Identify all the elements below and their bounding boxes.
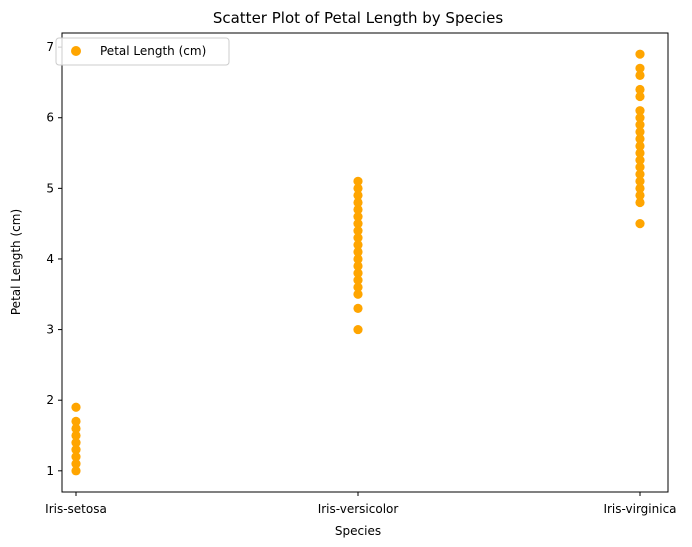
data-points bbox=[71, 49, 645, 476]
y-tick-label: 5 bbox=[46, 181, 54, 195]
data-point bbox=[353, 190, 363, 201]
data-point bbox=[635, 84, 645, 95]
data-point bbox=[71, 416, 81, 426]
data-point bbox=[71, 423, 81, 434]
y-tick-label: 6 bbox=[46, 111, 54, 125]
data-point bbox=[353, 247, 363, 257]
y-tick-label: 1 bbox=[46, 464, 54, 478]
data-point bbox=[635, 113, 645, 123]
data-point bbox=[635, 169, 645, 179]
data-point bbox=[635, 162, 645, 172]
data-point bbox=[635, 155, 645, 165]
data-point bbox=[353, 261, 363, 271]
y-tick-label: 4 bbox=[46, 252, 54, 266]
chart-title: Scatter Plot of Petal Length by Species bbox=[213, 9, 503, 27]
data-point bbox=[71, 466, 81, 476]
data-point bbox=[635, 219, 645, 229]
y-axis-label: Petal Length (cm) bbox=[9, 209, 23, 315]
data-point bbox=[71, 437, 81, 448]
data-point bbox=[353, 233, 363, 243]
data-point bbox=[635, 197, 645, 208]
data-point bbox=[71, 430, 81, 441]
data-point bbox=[635, 63, 645, 73]
legend-box bbox=[55, 37, 230, 66]
data-point bbox=[353, 303, 363, 313]
data-point bbox=[353, 197, 363, 208]
data-point bbox=[353, 219, 363, 229]
x-axis: Iris-setosa Iris-versicolor Iris-virginica bbox=[45, 492, 677, 516]
data-point bbox=[353, 282, 363, 292]
data-point bbox=[635, 190, 645, 201]
legend-marker bbox=[71, 46, 81, 56]
data-point bbox=[71, 402, 81, 412]
legend: Petal Length (cm) bbox=[55, 37, 230, 66]
data-point bbox=[71, 445, 81, 455]
data-point bbox=[353, 254, 363, 264]
data-point bbox=[353, 268, 363, 278]
data-point bbox=[353, 212, 363, 222]
data-point bbox=[635, 176, 645, 186]
x-tick-label: Iris-versicolor bbox=[318, 502, 399, 516]
data-point bbox=[635, 49, 645, 59]
data-point bbox=[353, 275, 363, 285]
legend-label: Petal Length (cm) bbox=[100, 44, 206, 58]
y-axis: 1 2 3 4 5 6 7 bbox=[46, 40, 62, 478]
x-tick-label: Iris-virginica bbox=[603, 502, 676, 516]
y-tick-label: 3 bbox=[46, 323, 54, 337]
x-axis-label: Species bbox=[335, 524, 381, 538]
y-tick-label: 7 bbox=[46, 40, 54, 54]
data-point bbox=[353, 289, 363, 299]
data-point bbox=[353, 176, 363, 186]
data-point bbox=[635, 106, 645, 116]
x-tick-label: Iris-setosa bbox=[45, 502, 107, 516]
data-point bbox=[71, 452, 81, 462]
data-point bbox=[353, 324, 363, 335]
data-point bbox=[635, 120, 645, 130]
data-point bbox=[353, 183, 363, 193]
data-point bbox=[635, 70, 645, 80]
plot-area bbox=[62, 33, 668, 492]
data-point bbox=[353, 204, 363, 215]
data-point bbox=[635, 91, 645, 102]
data-point bbox=[71, 459, 81, 469]
data-point bbox=[635, 148, 645, 158]
plot-frame bbox=[61, 32, 669, 493]
data-point bbox=[635, 134, 645, 144]
data-point bbox=[635, 141, 645, 151]
data-point bbox=[353, 226, 363, 236]
data-point bbox=[635, 183, 645, 193]
y-tick-label: 2 bbox=[46, 393, 54, 407]
data-point bbox=[353, 240, 363, 250]
data-point bbox=[635, 127, 645, 137]
